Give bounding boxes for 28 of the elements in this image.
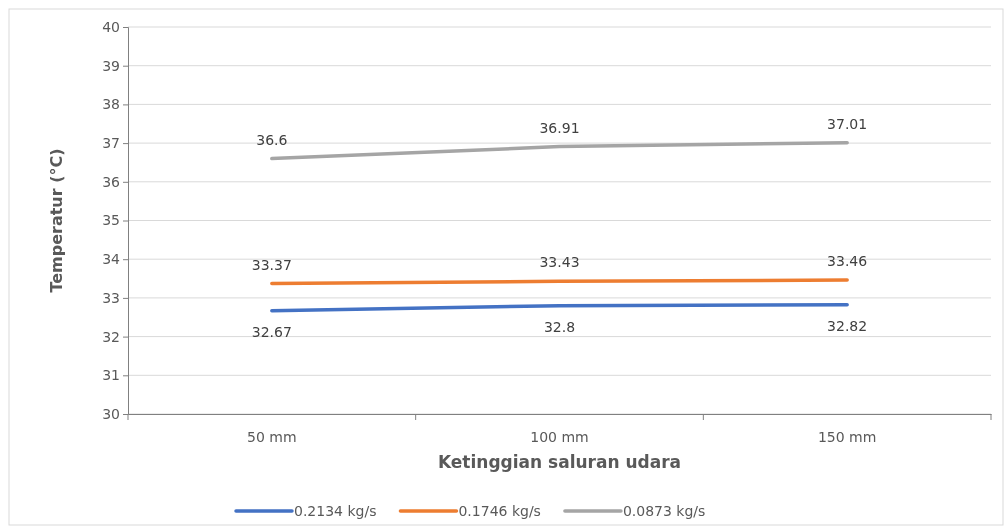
data-label: 37.01 xyxy=(827,115,868,132)
y-tick-label: 33 xyxy=(102,289,120,306)
data-label: 33.46 xyxy=(827,253,868,270)
data-label: 33.43 xyxy=(539,254,580,271)
y-tick-label: 38 xyxy=(102,96,120,113)
x-tick-label: 150 mm xyxy=(817,428,877,445)
data-label: 32.8 xyxy=(543,318,576,335)
x-tick-label: 50 mm xyxy=(247,428,297,445)
x-axis-title: Ketinggian saluran udara xyxy=(437,452,682,472)
y-tick-label: 30 xyxy=(102,405,120,422)
data-label: 32.82 xyxy=(827,317,868,334)
y-axis-title: Temperatur (°C) xyxy=(47,148,66,293)
y-tick-label: 39 xyxy=(102,57,120,74)
legend-label: 0.1746 kg/s xyxy=(458,503,541,519)
data-label: 36.91 xyxy=(539,119,580,136)
x-tick-label: 100 mm xyxy=(530,428,589,445)
y-tick-label: 34 xyxy=(102,251,121,268)
y-tick-label: 36 xyxy=(102,173,121,190)
data-label: 32.67 xyxy=(251,323,292,340)
y-tick-label: 32 xyxy=(102,328,120,345)
data-label: 33.37 xyxy=(251,256,292,273)
legend-label: 0.2134 kg/s xyxy=(294,503,377,519)
data-label: 36.6 xyxy=(256,131,288,148)
y-tick-label: 31 xyxy=(102,367,120,384)
y-tick-label: 37 xyxy=(102,135,120,152)
y-tick-label: 35 xyxy=(102,212,120,229)
legend-label: 0.0873 kg/s xyxy=(622,503,706,519)
y-tick-label: 40 xyxy=(102,18,120,35)
